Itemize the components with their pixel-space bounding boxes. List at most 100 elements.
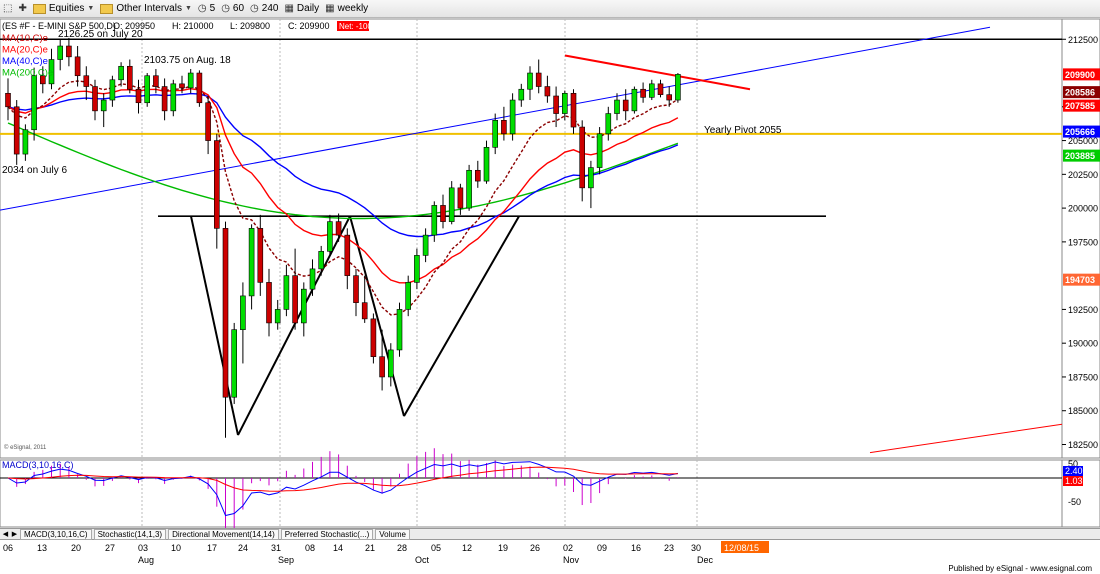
y-tick-label: 190000 <box>1068 339 1098 349</box>
candle-body <box>48 59 55 85</box>
candle-body <box>300 288 307 324</box>
candle-body <box>544 86 551 97</box>
x-month-label: Nov <box>563 555 580 565</box>
y-tick-label: 187500 <box>1068 372 1098 382</box>
candle-body <box>483 147 490 182</box>
candle-body <box>127 65 133 90</box>
other-intervals-button[interactable]: Other Intervals ▼ <box>100 3 192 14</box>
candle-body <box>13 106 20 155</box>
candle-body <box>214 140 220 229</box>
pattern-line <box>190 216 239 436</box>
interval-240-button[interactable]: ◷ 240 <box>250 3 279 14</box>
candle-body <box>361 302 368 320</box>
candle-body <box>457 187 464 209</box>
price-panel <box>0 18 1063 459</box>
candle-body <box>605 113 612 135</box>
legend-entry: MA(20,C)e <box>2 45 48 56</box>
interval-5-button[interactable]: ◷ 5 <box>197 3 216 14</box>
daily-button[interactable]: ▦ Daily <box>284 3 320 14</box>
candle-body <box>327 221 333 252</box>
candle-body <box>509 99 516 135</box>
clock-icon: ◷ <box>197 3 207 14</box>
tab-stochastic[interactable]: Stochastic(14,1,3) <box>93 528 167 540</box>
x-tick-label: 26 <box>530 543 540 553</box>
candle-body <box>266 282 272 324</box>
x-tick-label: 02 <box>563 543 573 553</box>
y-tick-label: 200000 <box>1068 204 1098 214</box>
equities-button[interactable]: Equities ▼ <box>32 3 94 14</box>
x-tick-label: 24 <box>238 543 248 553</box>
price-tag-label: 209900 <box>1065 70 1095 80</box>
net-badge <box>337 21 369 31</box>
candle-body <box>205 102 211 141</box>
x-month-label: Oct <box>415 555 430 565</box>
x-tick-label: 28 <box>397 543 407 553</box>
candle-body <box>5 92 11 108</box>
candle-body <box>370 318 377 357</box>
candle-body <box>422 234 429 256</box>
price-tag <box>1063 86 1100 99</box>
candle-body <box>66 45 72 58</box>
x-tick-label: 05 <box>431 543 441 553</box>
candle-body <box>309 268 316 290</box>
cursor-date-badge <box>721 541 769 553</box>
x-tick-label: 23 <box>664 543 674 553</box>
folder-icon <box>32 3 46 14</box>
price-tag <box>1063 99 1100 112</box>
add-icon[interactable]: ✚ <box>18 3 27 14</box>
candle-body <box>248 228 255 297</box>
y-tick-label: 205000 <box>1068 136 1098 146</box>
candle-body <box>274 309 281 324</box>
annotation: 2103.75 on Aug. 18 <box>144 55 231 66</box>
macd-price-tag <box>1063 476 1083 486</box>
y-tick-label: 192500 <box>1068 305 1098 315</box>
tab-scroll-left-icon[interactable]: ◀ <box>2 531 9 538</box>
quote-value: C: 209900 <box>288 21 330 31</box>
x-tick-label: 10 <box>171 543 181 553</box>
price-tag <box>1063 125 1100 138</box>
chevron-down-icon: ▼ <box>184 5 192 12</box>
price-tag-label: 203885 <box>1065 151 1095 161</box>
indicator-tabs: ◀ ▶ MACD(3,10,16,C) Stochastic(14,1,3) D… <box>0 528 1100 540</box>
macd-y-tick-label: -50 <box>1068 497 1081 507</box>
candle-body <box>657 83 664 95</box>
x-tick-label: 03 <box>138 543 148 553</box>
tab-preferred-stochastic[interactable]: Preferred Stochastic(...) <box>280 528 374 540</box>
x-tick-label: 30 <box>691 543 701 553</box>
x-tick-label: 17 <box>207 543 217 553</box>
tab-volume[interactable]: Volume <box>375 528 410 540</box>
legend-entry: MA(10,C)e <box>2 33 48 44</box>
candle-body <box>579 126 586 189</box>
candle-body <box>474 169 481 182</box>
pattern-line <box>403 215 520 417</box>
candle-body <box>222 228 229 398</box>
candle-body <box>631 88 638 112</box>
candle-body <box>527 72 533 90</box>
macd-price-tag <box>1063 466 1083 476</box>
macd-y-tick-label: 50 <box>1068 459 1078 469</box>
candle-body <box>396 309 403 351</box>
price-tag <box>1063 149 1100 162</box>
candle-body <box>596 133 603 168</box>
macd-price-tag-label: 1.03 <box>1065 476 1083 486</box>
price-tag-label: 205666 <box>1065 127 1095 137</box>
cursor-tool-icon[interactable]: ⬚ <box>3 3 13 14</box>
candle-body <box>614 99 620 114</box>
red-trendline <box>869 423 1063 454</box>
candle-body <box>640 88 646 98</box>
weekly-button[interactable]: ▦ weekly <box>325 3 369 14</box>
candle-body <box>353 275 359 303</box>
folder-icon <box>100 3 114 14</box>
x-tick-label: 13 <box>37 543 47 553</box>
calendar-icon: ▦ <box>284 3 294 14</box>
ma10-line <box>7 80 679 316</box>
tab-macd[interactable]: MACD(3,10,16,C) <box>20 528 92 540</box>
esignal-credit: © eSignal, 2011 <box>4 444 47 451</box>
candle-body <box>570 92 577 128</box>
tab-directional-movement[interactable]: Directional Movement(14,14) <box>168 528 279 540</box>
interval-60-button[interactable]: ◷ 60 <box>221 3 245 14</box>
footer-credit: Published by eSignal - www.esignal.com <box>948 564 1092 573</box>
candle-body <box>31 75 37 131</box>
tab-scroll-right-icon[interactable]: ▶ <box>11 531 18 538</box>
